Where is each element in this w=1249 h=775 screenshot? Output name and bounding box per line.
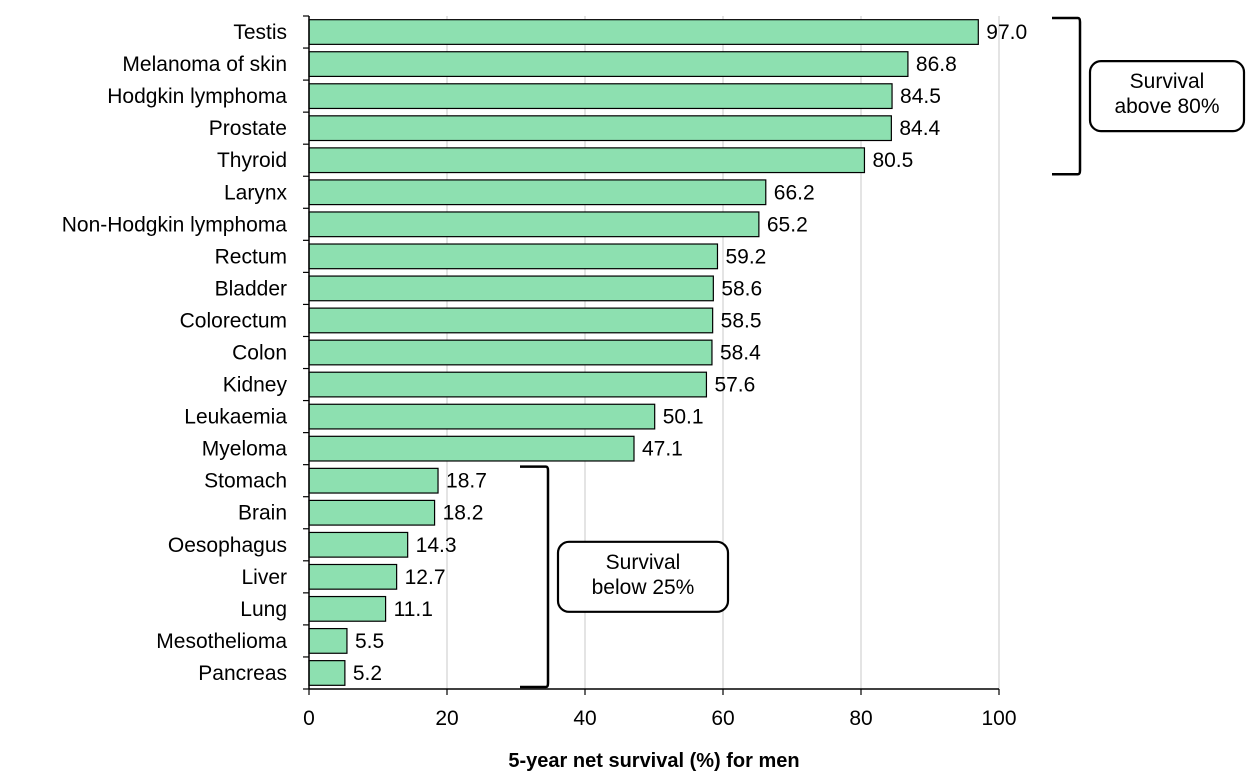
data-label: 58.5: [721, 309, 762, 332]
category-label: Testis: [233, 21, 287, 44]
category-label: Myeloma: [202, 438, 288, 461]
bar-melanoma-of-skin: [308, 51, 909, 78]
labels: Testis 97.0 Melanoma of skin 86.8 Hodgkin ly…: [62, 21, 1027, 685]
annotation-box: [556, 540, 730, 613]
data-label: 84.4: [899, 117, 940, 140]
data-label: 97.0: [986, 21, 1027, 44]
x-tick-label: 20: [435, 707, 458, 730]
annotation-bracket: [520, 465, 550, 689]
data-label: 12.7: [405, 566, 446, 589]
category-label: Leukaemia: [184, 406, 287, 429]
bar-liver: [308, 563, 398, 590]
x-tick-label: 80: [849, 707, 872, 730]
axes: 0 20 40 60 80 100: [303, 15, 1017, 730]
data-label: 18.7: [446, 470, 487, 493]
annotation-box: [1088, 60, 1246, 133]
data-label: 80.5: [872, 149, 913, 172]
data-label: 58.6: [721, 277, 762, 300]
bar-myeloma: [308, 435, 635, 462]
category-label: Brain: [238, 502, 287, 525]
data-label: 18.2: [443, 502, 484, 525]
category-label: Colorectum: [180, 309, 287, 332]
category-label: Oesophagus: [168, 534, 287, 557]
bar-thyroid: [308, 147, 866, 174]
data-label: 84.5: [900, 85, 941, 108]
bar-brain: [308, 499, 436, 526]
bar-stomach: [308, 467, 439, 494]
category-label: Melanoma of skin: [122, 53, 287, 76]
category-label: Kidney: [223, 374, 288, 397]
category-label: Colon: [232, 342, 287, 365]
category-label: Bladder: [215, 277, 287, 300]
category-label: Larynx: [224, 181, 288, 204]
category-label: Stomach: [204, 470, 287, 493]
x-axis-title: 5-year net survival (%) for men: [508, 750, 799, 772]
annotation-text: Survival: [606, 551, 681, 574]
data-label: 59.2: [725, 245, 766, 268]
bar-mesothelioma: [308, 627, 348, 654]
category-label: Non-Hodgkin lymphoma: [62, 213, 288, 236]
bar-rectum: [308, 243, 719, 270]
data-label: 57.6: [714, 374, 755, 397]
bar-kidney: [308, 371, 708, 398]
annotation-text: above 80%: [1114, 95, 1219, 118]
bar-non-hodgkin-lymphoma: [308, 211, 760, 238]
annotation-text: below 25%: [592, 576, 695, 599]
bar-colon: [308, 339, 713, 366]
bar-larynx: [308, 179, 767, 206]
category-label: Pancreas: [198, 662, 287, 685]
data-label: 5.5: [355, 630, 384, 653]
bar-prostate: [308, 115, 892, 142]
bar-bladder: [308, 275, 714, 302]
category-label: Lung: [240, 598, 287, 621]
data-label: 86.8: [916, 53, 957, 76]
category-label: Hodgkin lymphoma: [107, 85, 287, 108]
bar-testis: [308, 19, 979, 45]
category-label: Rectum: [215, 245, 287, 268]
data-label: 50.1: [663, 406, 704, 429]
bar-hodgkin-lymphoma: [308, 83, 893, 110]
x-tick-label: 40: [573, 707, 596, 730]
data-label: 5.2: [353, 662, 382, 685]
x-tick-label: 60: [711, 707, 734, 730]
category-label: Prostate: [209, 117, 287, 140]
data-label: 14.3: [416, 534, 457, 557]
x-tick-label: 0: [303, 707, 315, 730]
category-label: Thyroid: [217, 149, 287, 172]
x-tick-label: 100: [981, 707, 1016, 730]
data-label: 11.1: [394, 598, 433, 621]
bar-colorectum: [308, 307, 714, 334]
category-label: Mesothelioma: [156, 630, 287, 653]
bar-pancreas: [308, 660, 346, 686]
bar-oesophagus: [308, 531, 409, 558]
data-label: 47.1: [642, 438, 683, 461]
data-label: 58.4: [720, 342, 761, 365]
annotation-bracket: [1052, 16, 1082, 176]
bar-lung: [308, 595, 387, 622]
data-label: 66.2: [774, 181, 815, 204]
category-label: Liver: [241, 566, 287, 589]
bar-leukaemia: [308, 403, 656, 430]
data-label: 65.2: [767, 213, 808, 236]
annotation-text: Survival: [1130, 70, 1205, 93]
